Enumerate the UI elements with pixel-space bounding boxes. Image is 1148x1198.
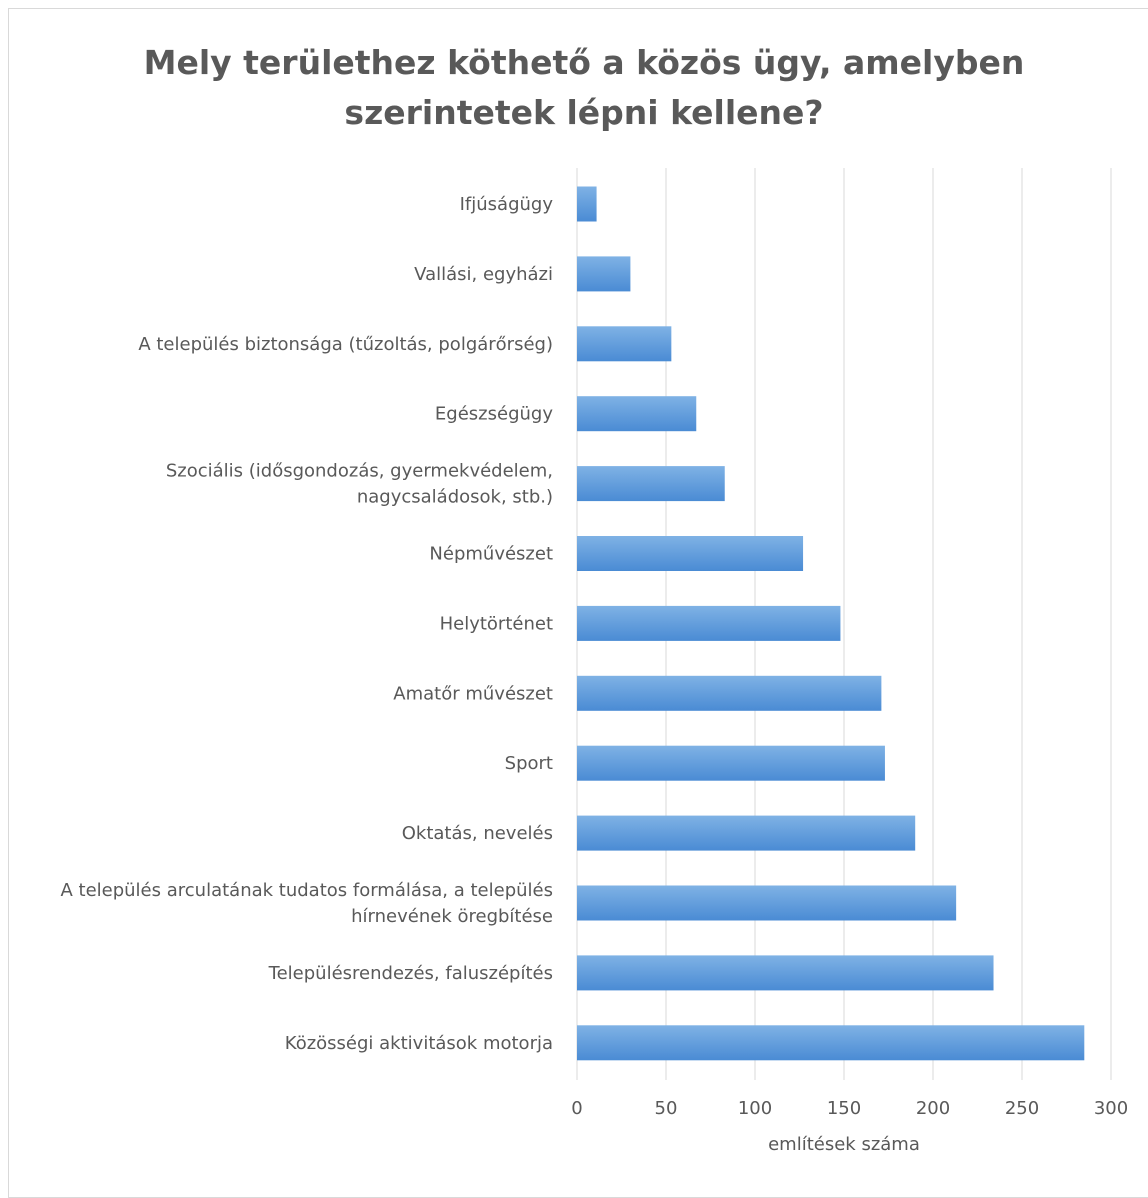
- category-label: Szociális (idősgondozás, gyermekvédelem,…: [166, 461, 553, 508]
- bar: [577, 955, 994, 991]
- category-label-line: Helytörténet: [440, 613, 553, 634]
- category-label-line: A település arculatának tudatos formálás…: [60, 880, 553, 901]
- category-label-line: A település biztonsága (tűzoltás, polgár…: [138, 334, 553, 355]
- category-label: Népművészet: [429, 544, 553, 565]
- category-label-line: Településrendezés, faluszépítés: [268, 963, 553, 984]
- x-tick-label: 150: [827, 1098, 861, 1119]
- category-label: Helytörténet: [440, 613, 553, 634]
- bar: [577, 466, 725, 502]
- category-label-line: Egészségügy: [435, 404, 553, 425]
- category-label: Amatőr művészet: [393, 683, 553, 704]
- category-label-line: Népművészet: [429, 544, 553, 565]
- category-label: Vallási, egyházi: [414, 264, 553, 285]
- category-label: Egészségügy: [435, 404, 553, 425]
- bar: [577, 536, 804, 571]
- x-tick-label: 250: [1005, 1098, 1039, 1119]
- bar: [577, 605, 841, 641]
- bar: [577, 1025, 1085, 1061]
- category-label: Sport: [505, 753, 553, 774]
- bar: [577, 815, 916, 851]
- category-label-line: Közösségi aktivitások motorja: [285, 1033, 553, 1054]
- bar: [577, 745, 885, 781]
- x-tick-label: 50: [655, 1098, 678, 1119]
- x-tick-label: 200: [916, 1098, 950, 1119]
- category-label-line: Amatőr művészet: [393, 683, 553, 704]
- category-label: A település arculatának tudatos formálás…: [60, 880, 553, 927]
- category-label-line: Vallási, egyházi: [414, 264, 553, 285]
- category-label-line: Oktatás, nevelés: [402, 823, 553, 844]
- bars: [577, 186, 1085, 1061]
- category-label-line: Ifjúságügy: [460, 194, 554, 215]
- category-label: A település biztonsága (tűzoltás, polgár…: [138, 334, 553, 355]
- bar: [577, 396, 697, 432]
- category-labels: Ifjúságügy Vallási, egyházi A település bi…: [60, 194, 553, 1054]
- x-tick-label: 0: [571, 1098, 582, 1119]
- bar: [577, 326, 672, 362]
- x-tick-label: 300: [1094, 1098, 1128, 1119]
- chart-title: Mely területhez köthető a közös ügy, ame…: [0, 38, 1148, 138]
- bar: [577, 675, 882, 711]
- bar: [577, 256, 631, 292]
- chart-title-line-1: Mely területhez köthető a közös ügy, ame…: [143, 43, 1025, 82]
- bar: [577, 186, 597, 222]
- category-label-line: nagycsaládosok, stb.): [357, 487, 553, 508]
- category-label: Településrendezés, faluszépítés: [268, 963, 553, 984]
- category-label: Ifjúságügy: [460, 194, 554, 215]
- x-axis-title: említések száma: [768, 1134, 920, 1155]
- category-label: Közösségi aktivitások motorja: [285, 1033, 553, 1054]
- category-label: Oktatás, nevelés: [402, 823, 553, 844]
- chart-title-line-2: szerintetek lépni kellene?: [344, 93, 824, 132]
- category-label-line: hírnevének öregbítése: [351, 906, 553, 927]
- category-label-line: Sport: [505, 753, 553, 774]
- x-axis-ticks: 0 50 100 150 200 250 300: [571, 1098, 1128, 1119]
- x-tick-label: 100: [738, 1098, 772, 1119]
- category-label-line: Szociális (idősgondozás, gyermekvédelem,: [166, 461, 553, 482]
- bar: [577, 885, 957, 921]
